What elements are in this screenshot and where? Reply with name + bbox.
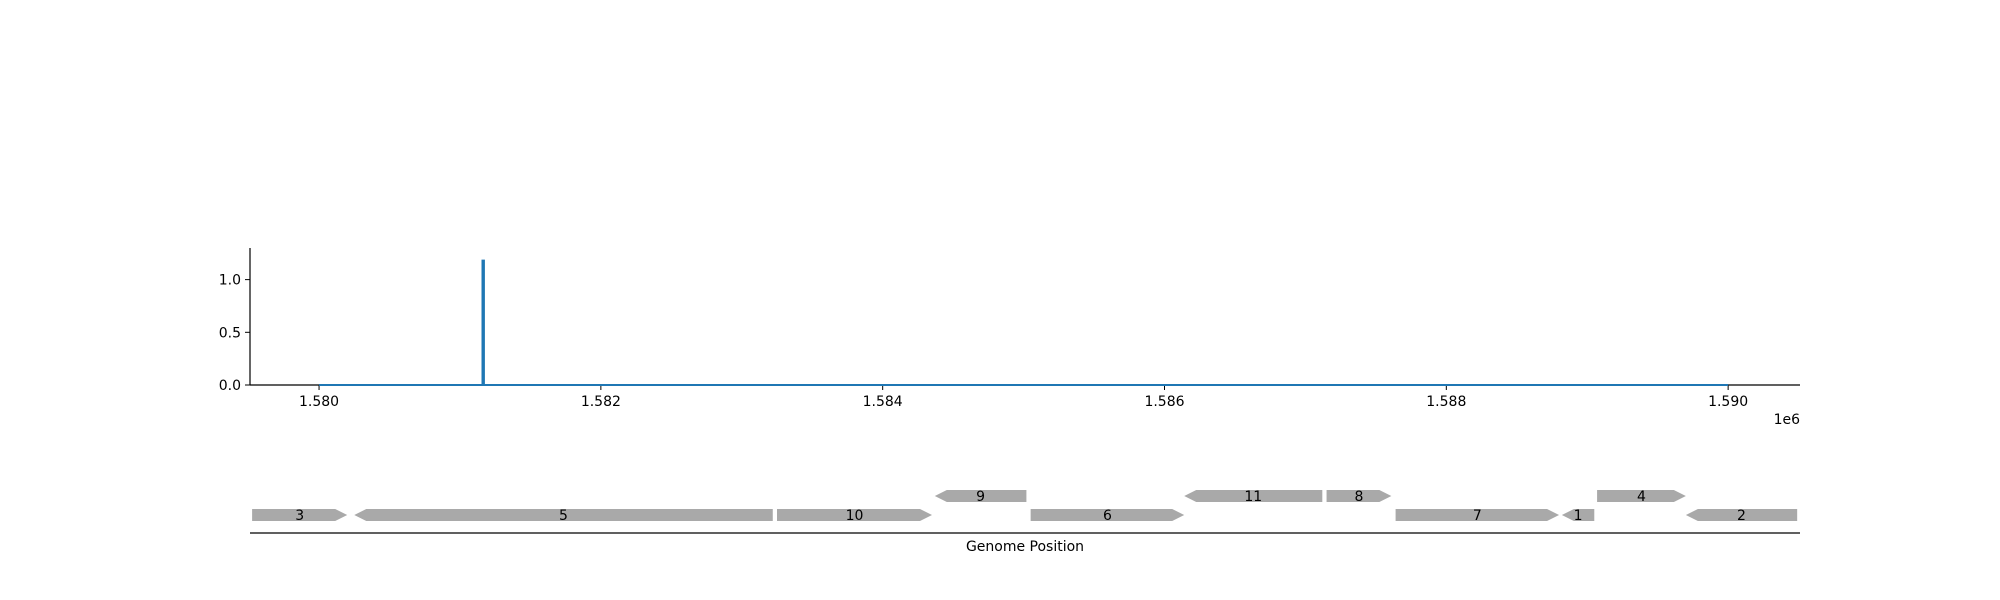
x-offset-label: 1e6 [1774,412,1801,428]
gene-label: 11 [1244,489,1262,505]
gene-10: 10 [777,508,932,524]
gene-label: 2 [1737,508,1746,524]
gene-label: 4 [1637,489,1646,505]
gene-arrows: 3 5 10 9 6 11 8 7 1 4 2 [252,489,1798,524]
x-tick-label: 1.580 [299,394,339,410]
x-tick-label: 1.584 [863,394,903,410]
gene-arrow [1030,509,1185,521]
gene-label: 1 [1574,508,1583,524]
gene-1: 1 [1561,508,1595,524]
gene-arrow [1395,509,1560,521]
gene-label: 5 [559,508,568,524]
gene-arrow [934,490,1027,502]
gene-label: 10 [846,508,864,524]
y-tick-label: 1.0 [219,273,241,289]
gene-4: 4 [1597,489,1686,505]
gene-11: 11 [1184,489,1323,505]
gene-6: 6 [1030,508,1185,524]
gene-5: 5 [354,508,773,524]
gene-2: 2 [1685,508,1798,524]
gene-arrow [354,509,773,521]
coverage-series-group [319,259,1729,386]
gene-arrow [777,509,932,521]
gene-track-xlabel: Genome Position [966,539,1084,555]
x-tick-label: 1.590 [1708,394,1748,410]
gene-arrow [252,509,348,521]
y-tick-label: 0.0 [219,378,241,394]
coverage-line [319,259,1729,386]
gene-8: 8 [1326,489,1392,505]
gene-7: 7 [1395,508,1560,524]
gene-label: 7 [1473,508,1482,524]
y-tick-label: 0.5 [219,325,241,341]
gene-arrow [1561,509,1595,521]
gene-label: 6 [1103,508,1112,524]
gene-arrow [1326,490,1392,502]
gene-arrow [1184,490,1323,502]
x-tick-label: 1.582 [581,394,621,410]
x-tick-label: 1.588 [1426,394,1466,410]
gene-track: 3 5 10 9 6 11 8 7 1 4 2 Genome Position [250,489,1800,555]
gene-arrow [1597,490,1686,502]
coverage-chart: 1.580 1.582 1.584 1.586 1.588 1.5900.00.51.0 … [219,248,1800,428]
x-tick-label: 1.586 [1144,394,1184,410]
gene-9: 9 [934,489,1027,505]
gene-label: 8 [1354,489,1363,505]
gene-arrow [1685,509,1798,521]
gene-label: 9 [976,489,985,505]
gene-label: 3 [295,508,304,524]
gene-3: 3 [252,508,348,524]
